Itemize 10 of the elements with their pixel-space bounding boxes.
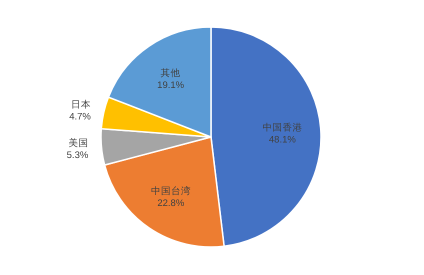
data-label: 5.3%: [66, 150, 89, 162]
data-label: 48.1%: [268, 134, 296, 146]
data-label: 4.7%: [69, 112, 92, 123]
slice-label: 日本: [70, 98, 91, 111]
slice-label: 其他: [160, 66, 181, 79]
slice-label: 美国: [68, 137, 88, 150]
data-label: 19.1%: [157, 80, 185, 91]
data-label: 22.8%: [157, 198, 185, 210]
slice-label: 中国香港: [262, 122, 302, 134]
slice-label: 中国台湾: [150, 185, 191, 198]
